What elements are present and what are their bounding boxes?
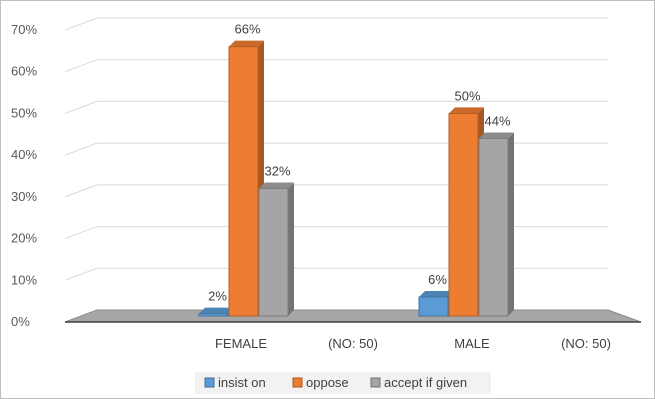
legend-label: insist on [218,375,266,390]
bar-front [448,112,479,317]
legend-box [195,372,491,394]
data-label: 50% [454,88,480,103]
bar-side [288,182,294,316]
bar-top [479,132,514,139]
bar-top [229,40,264,47]
bar-front [228,46,259,317]
gridline [64,142,608,156]
bar-front [418,296,449,317]
y-tick-label: 40% [11,147,37,162]
bar-side [508,132,514,316]
bar-accept-if-given-female [258,182,294,317]
data-label: 6% [428,272,447,287]
category-label: (NO: 50) [328,336,378,351]
data-label: 32% [264,164,290,179]
legend-label: oppose [306,375,349,390]
y-tick-label: 0% [11,314,30,329]
bar-oppose-female [228,40,264,317]
gridline [64,17,608,31]
gridline [64,267,608,281]
y-tick-label: 10% [11,272,37,287]
chart-floor [64,309,642,323]
gridline [64,226,608,240]
legend-item-oppose: oppose [292,375,349,390]
bar-front [198,313,229,317]
legend-swatch [204,377,215,388]
bar-front [258,188,289,317]
y-tick-label: 50% [11,105,37,120]
category-label: FEMALE [215,336,267,351]
y-tick-label: 30% [11,189,37,204]
category-label: (NO: 50) [561,336,611,351]
category-label: MALE [454,336,490,351]
gridline [64,184,608,198]
y-tick-label: 20% [11,231,37,246]
bar-top [199,307,234,314]
gridline [64,59,608,73]
bar-front [478,137,509,317]
y-tick-label: 70% [11,22,37,37]
y-tick-label: 60% [11,64,37,79]
bar-top [259,182,294,189]
bar-accept-if-given-male [478,132,514,317]
legend-item-insist-on: insist on [204,375,266,390]
legend-swatch [370,377,381,388]
legend-item-accept-if-given: accept if given [370,375,467,390]
bar-top [449,107,484,114]
legend-swatch [292,377,303,388]
data-label: 66% [234,22,260,37]
gridline [64,100,608,114]
bar-top [419,290,454,297]
data-label: 44% [484,113,510,128]
data-label: 2% [208,289,227,304]
legend-label: accept if given [384,375,467,390]
